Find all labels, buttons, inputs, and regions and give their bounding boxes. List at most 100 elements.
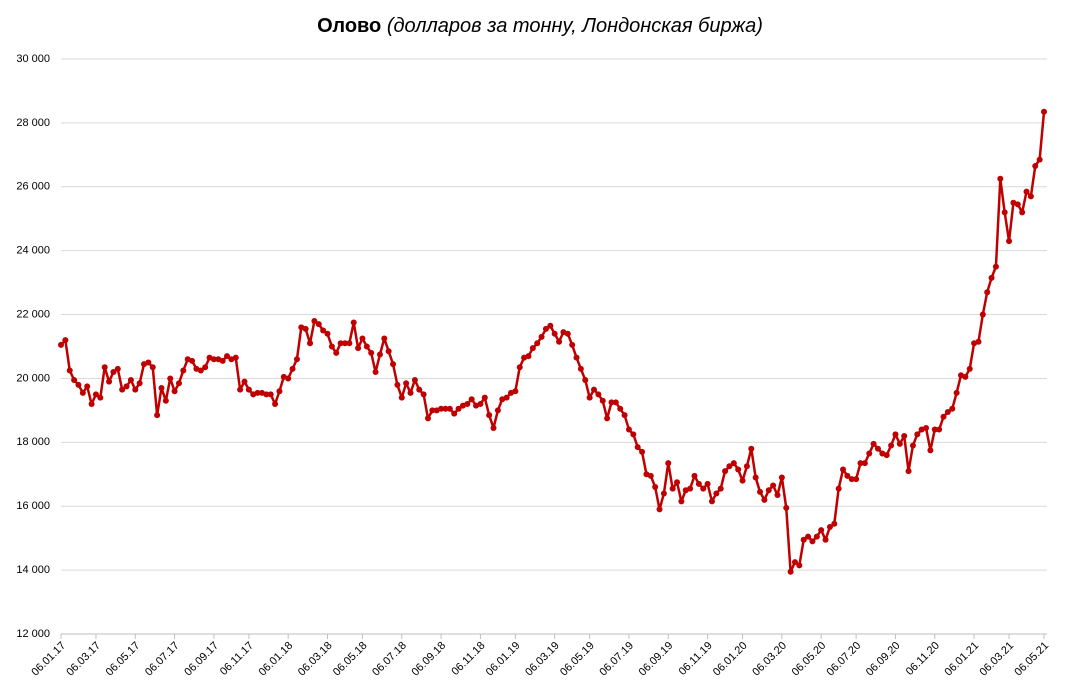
- data-point: [761, 496, 768, 503]
- data-point: [604, 415, 611, 422]
- data-point: [1023, 188, 1030, 195]
- data-point: [337, 340, 344, 347]
- data-point: [302, 325, 309, 332]
- data-point: [774, 492, 781, 499]
- data-point: [149, 364, 156, 371]
- x-tick-label: 06.11.18: [449, 640, 487, 678]
- data-point: [285, 375, 292, 382]
- data-point: [403, 380, 410, 387]
- data-point: [71, 377, 78, 384]
- x-tick-label: 06.09.19: [637, 640, 676, 679]
- data-point: [328, 343, 335, 350]
- x-tick-label: 06.05.19: [558, 640, 597, 679]
- data-point: [1027, 193, 1034, 200]
- data-point: [481, 394, 488, 401]
- data-point: [599, 397, 606, 404]
- data-point: [752, 474, 759, 481]
- data-point: [162, 397, 169, 404]
- data-point: [97, 394, 104, 401]
- data-point: [665, 460, 672, 467]
- data-point: [398, 394, 405, 401]
- price-line: [60, 111, 1046, 573]
- data-point: [586, 394, 593, 401]
- x-tick-label: 06.01.17: [29, 640, 68, 679]
- data-point: [652, 484, 659, 491]
- subtitle: (долларов за тонну, Лондонская биржа): [387, 15, 763, 37]
- data-point: [446, 405, 453, 412]
- data-point: [708, 498, 715, 505]
- data-point: [407, 389, 414, 396]
- data-point: [883, 452, 890, 459]
- data-point: [451, 410, 458, 417]
- data-point: [494, 407, 501, 414]
- data-point: [582, 377, 589, 384]
- data-point: [809, 538, 816, 545]
- x-tick-label: 06.09.18: [410, 640, 449, 679]
- data-point: [612, 399, 619, 406]
- y-tick-label: 12 000: [16, 628, 50, 640]
- data-point: [254, 389, 261, 396]
- data-point: [1014, 201, 1021, 208]
- data-point: [591, 386, 598, 393]
- x-tick-label: 06.05.17: [104, 640, 143, 679]
- data-point: [1019, 209, 1026, 216]
- data-point: [189, 357, 196, 364]
- data-point: [844, 472, 851, 479]
- data-point: [800, 536, 807, 543]
- data-point: [175, 380, 182, 387]
- data-point: [940, 413, 947, 420]
- data-point: [114, 365, 121, 372]
- data-point: [621, 412, 628, 419]
- data-point: [542, 325, 549, 332]
- data-point: [551, 330, 558, 337]
- y-tick-label: 16 000: [16, 500, 50, 512]
- y-tick-label: 18 000: [16, 436, 50, 448]
- data-point: [390, 361, 397, 368]
- data-point: [647, 472, 654, 479]
- data-point: [656, 506, 663, 513]
- data-point: [848, 476, 855, 483]
- data-point: [58, 341, 64, 348]
- data-point: [722, 468, 729, 475]
- y-tick-label: 26 000: [16, 181, 50, 193]
- data-point: [197, 367, 204, 374]
- data-point: [896, 440, 903, 447]
- data-point: [180, 367, 187, 374]
- data-point: [888, 442, 895, 449]
- x-tick-label: 06.07.19: [597, 640, 636, 679]
- data-point: [822, 536, 829, 543]
- data-point: [127, 377, 134, 384]
- data-point: [577, 365, 584, 372]
- data-point: [595, 391, 602, 398]
- data-point: [429, 407, 436, 414]
- data-point: [905, 468, 912, 475]
- data-point: [512, 388, 519, 395]
- data-point: [717, 485, 724, 492]
- data-point: [355, 345, 362, 352]
- data-point: [219, 357, 226, 364]
- x-tick-label: 06.07.20: [825, 640, 864, 679]
- data-point: [455, 405, 462, 412]
- data-point: [106, 378, 113, 385]
- data-point: [75, 381, 82, 388]
- data-point: [687, 485, 694, 492]
- data-point: [901, 432, 908, 439]
- data-point: [420, 391, 427, 398]
- x-tick-label: 06.03.20: [750, 640, 789, 679]
- data-point: [826, 523, 833, 530]
- data-point: [346, 340, 353, 347]
- data-point: [625, 426, 632, 433]
- data-point: [468, 396, 475, 403]
- data-point: [765, 487, 772, 494]
- data-point: [394, 381, 401, 388]
- data-point: [368, 349, 375, 356]
- data-point: [573, 354, 580, 361]
- data-point: [639, 448, 646, 455]
- data-point: [101, 364, 108, 371]
- x-tick-label: 06.01.18: [257, 640, 296, 679]
- data-point: [442, 405, 449, 412]
- data-point: [835, 485, 842, 492]
- data-point: [119, 386, 126, 393]
- data-point: [870, 440, 877, 447]
